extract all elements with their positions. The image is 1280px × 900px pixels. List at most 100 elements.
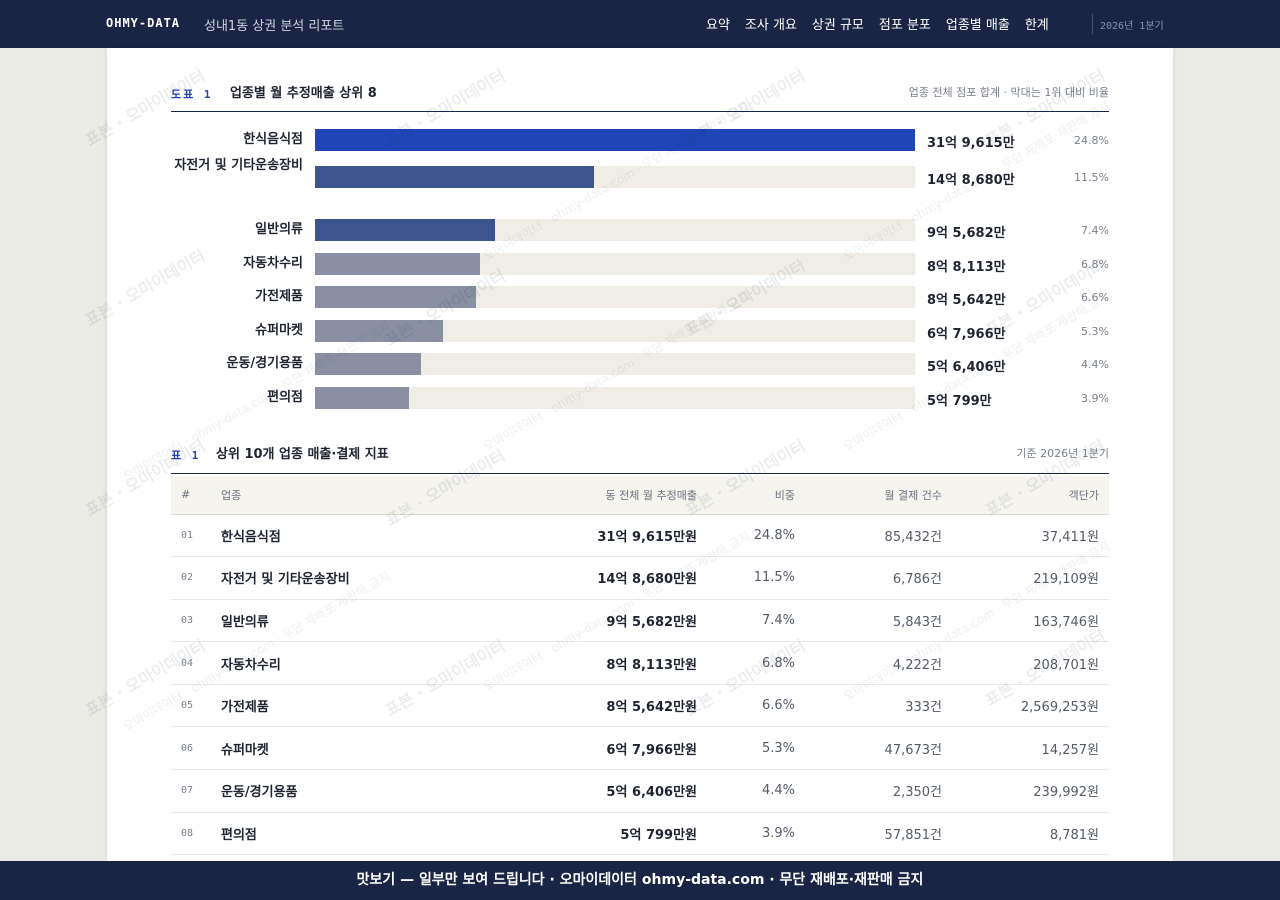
bar-share-label: 6.6% — [1081, 291, 1109, 304]
table-row[interactable]: 08 편의점 5억 799만원 3.9% 57,851건 8,781원 — [171, 812, 1109, 856]
bar-value-label: 9억 5,682만 — [927, 226, 1006, 241]
col-header-share[interactable]: 비중 — [707, 476, 805, 515]
col-header-count[interactable]: 월 결제 건수 — [805, 476, 952, 515]
nav-period: 2026년 1분기 — [1100, 21, 1164, 32]
bar-share-label: 3.9% — [1081, 392, 1109, 405]
nav-link-sales-by-industry[interactable]: 업종별 매출 — [945, 18, 1010, 33]
cell-avg-ticket: 208,701원 — [952, 641, 1109, 685]
chart-header-rule — [171, 111, 1109, 112]
cell-count: 85,432건 — [805, 514, 952, 558]
table-row[interactable]: 05 가전제품 8억 5,642만원 6.6% 333건 2,569,253원 — [171, 684, 1109, 728]
bar-share-label: 4.4% — [1081, 358, 1109, 371]
cell-avg-ticket: 163,746원 — [952, 599, 1109, 643]
cell-industry: 자전거 및 기타운송장비 — [211, 556, 441, 600]
cell-count: 333건 — [805, 684, 952, 728]
cell-rank: 02 — [171, 556, 211, 600]
bar-share-label: 5.3% — [1081, 325, 1109, 338]
cell-rank: 01 — [171, 514, 211, 558]
nav-link-overview[interactable]: 조사 개요 — [744, 18, 797, 33]
top-nav-bar: OHMY-DATA 성내1동 상권 분석 리포트 요약 조사 개요 상권 규모 … — [0, 0, 1280, 48]
cell-sales: 31억 9,615만원 — [441, 514, 707, 558]
cell-share: 11.5% — [707, 556, 805, 600]
bar-category-label: 편의점 — [267, 390, 303, 405]
bar-category-label: 운동/경기용품 — [226, 356, 303, 371]
brand-logo[interactable]: OHMY-DATA — [106, 16, 181, 30]
cell-rank: 05 — [171, 684, 211, 728]
table-row[interactable]: 03 일반의류 9억 5,682만원 7.4% 5,843건 163,746원 — [171, 599, 1109, 643]
cell-share: 6.8% — [707, 641, 805, 685]
cell-industry: 자동차수리 — [211, 641, 441, 685]
cell-avg-ticket: 2,569,253원 — [952, 684, 1109, 728]
bar[interactable] — [315, 219, 495, 241]
cell-industry: 슈퍼마켓 — [211, 726, 441, 771]
table-row[interactable]: 01 한식음식점 31억 9,615만원 24.8% 85,432건 37,411원 — [171, 514, 1109, 558]
bar[interactable] — [315, 353, 421, 375]
bar-track — [315, 219, 915, 241]
cell-share: 5.3% — [707, 726, 805, 771]
metrics-table: # 업종 동 전체 월 추정매출 비중 월 결제 건수 객단가 01 한식음식점 3… — [171, 476, 1109, 856]
table-row[interactable]: 04 자동차수리 8억 8,113만원 6.8% 4,222건 208,701원 — [171, 641, 1109, 685]
cell-industry: 한식음식점 — [211, 514, 441, 558]
nav-link-limitations[interactable]: 한계 — [1024, 18, 1049, 33]
cell-avg-ticket: 37,411원 — [952, 514, 1109, 558]
cell-rank: 04 — [171, 641, 211, 685]
col-header-rank[interactable]: # — [171, 476, 211, 515]
bar-chart: 한식음식점 31억 9,615만 24.8% 자전거 및 기타운송장비 14억 8,68… — [171, 124, 1109, 414]
cell-rank: 03 — [171, 599, 211, 643]
col-header-industry[interactable]: 업종 — [211, 476, 441, 515]
cell-rank: 08 — [171, 812, 211, 856]
bar[interactable] — [315, 166, 595, 188]
chart-tag: 도표 1 — [171, 88, 213, 101]
cell-count: 5,843건 — [805, 599, 952, 643]
bar-track — [315, 320, 915, 342]
bar-value-label: 6억 7,966만 — [927, 327, 1006, 342]
footer-banner: 맛보기 — 일부만 보여 드립니다 · 오마이데이터 ohmy-data.com… — [0, 861, 1280, 900]
cell-count: 2,350건 — [805, 769, 952, 813]
nav-link-store-distribution[interactable]: 점포 분포 — [878, 18, 931, 33]
col-header-avg-ticket[interactable]: 객단가 — [952, 476, 1109, 515]
bar[interactable] — [315, 129, 915, 151]
cell-count: 47,673건 — [805, 726, 952, 771]
chart-title: 업종별 월 추정매출 상위 8 — [230, 86, 377, 101]
cell-avg-ticket: 8,781원 — [952, 812, 1109, 856]
chart-note: 업종 전체 점포 합계 · 막대는 1위 대비 비율 — [908, 86, 1109, 99]
bar-value-label: 8억 5,642만 — [927, 293, 1006, 308]
cell-rank: 07 — [171, 769, 211, 813]
cell-avg-ticket: 219,109원 — [952, 556, 1109, 600]
bar-track — [315, 286, 915, 308]
table-row[interactable]: 02 자전거 및 기타운송장비 14억 8,680만원 11.5% 6,786건 219,… — [171, 556, 1109, 600]
cell-sales: 6억 7,966만원 — [441, 726, 707, 771]
cell-rank: 06 — [171, 726, 211, 771]
col-header-sales[interactable]: 동 전체 월 추정매출 — [441, 476, 707, 515]
bar[interactable] — [315, 320, 443, 342]
report-subtitle: 성내1동 상권 분석 리포트 — [204, 19, 345, 34]
bar-track — [315, 253, 915, 275]
bar-value-label: 14억 8,680만 — [927, 173, 1015, 188]
bar-share-label: 11.5% — [1074, 171, 1109, 184]
nav-link-summary[interactable]: 요약 — [706, 18, 730, 33]
nav-link-market-size[interactable]: 상권 규모 — [811, 18, 864, 33]
cell-sales: 14억 8,680만원 — [441, 556, 707, 600]
cell-industry: 운동/경기용품 — [211, 769, 441, 813]
cell-sales: 5억 799만원 — [441, 812, 707, 856]
table-row[interactable]: 07 운동/경기용품 5억 6,406만원 4.4% 2,350건 239,992원 — [171, 769, 1109, 813]
bar-track — [315, 387, 915, 409]
nav-divider — [1092, 14, 1093, 34]
nav-links: 요약 조사 개요 상권 규모 점포 분포 업종별 매출 한계 — [706, 14, 1064, 33]
cell-count: 4,222건 — [805, 641, 952, 685]
bar[interactable] — [315, 253, 481, 275]
table-note: 기준 2026년 1분기 — [1016, 447, 1109, 460]
bar[interactable] — [315, 387, 409, 409]
table-section-header: 표 1 상위 10개 업종 매출·결제 지표 기준 2026년 1분기 — [171, 443, 1109, 463]
bar-share-label: 7.4% — [1081, 224, 1109, 237]
bar-category-label: 슈퍼마켓 — [255, 323, 303, 338]
table-row[interactable]: 06 슈퍼마켓 6억 7,966만원 5.3% 47,673건 14,257원 — [171, 726, 1109, 771]
bar[interactable] — [315, 286, 476, 308]
cell-industry: 편의점 — [211, 812, 441, 856]
bar-value-label: 31억 9,615만 — [927, 136, 1015, 151]
bar-value-label: 5억 799만 — [927, 394, 992, 409]
cell-count: 6,786건 — [805, 556, 952, 600]
bar-category-label: 자동차수리 — [243, 256, 303, 271]
bar-category-label: 일반의류 — [255, 222, 303, 237]
bar-share-label: 24.8% — [1074, 134, 1109, 147]
